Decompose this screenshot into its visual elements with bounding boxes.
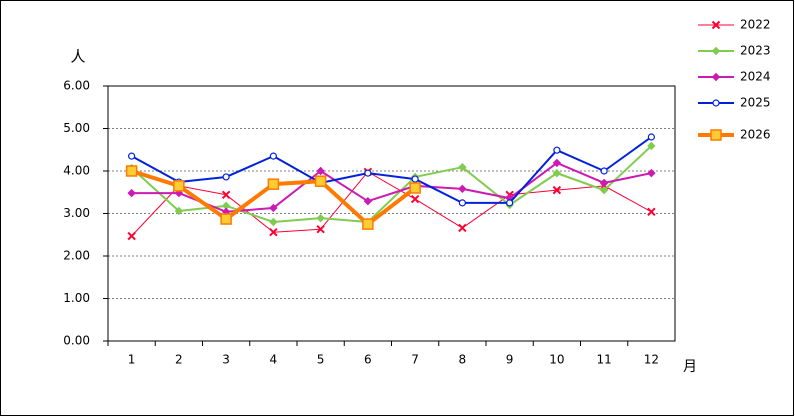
- y-tick-label: 1.00: [63, 291, 90, 305]
- data-point: [552, 168, 562, 178]
- data-point: [410, 194, 420, 204]
- legend-marker: [711, 72, 721, 82]
- x-tick-label: 7: [411, 353, 419, 367]
- data-point: [269, 227, 278, 237]
- data-point: [458, 199, 466, 207]
- data-point: [125, 165, 138, 177]
- x-tick-label: 2: [175, 353, 183, 367]
- legend-label: 2025: [740, 96, 771, 110]
- x-unit: 月: [683, 359, 697, 375]
- y-tick-label: 6.00: [63, 79, 90, 93]
- data-point: [173, 180, 185, 192]
- data-point: [647, 141, 656, 151]
- x-tick-label: 3: [222, 353, 230, 367]
- data-point: [600, 167, 608, 175]
- y-tick-label: 4.00: [63, 164, 90, 178]
- data-point: [506, 199, 514, 207]
- x-tick-label: 11: [596, 353, 611, 367]
- legend-label: 2026: [740, 128, 771, 142]
- y-tick-label: 5.00: [63, 121, 90, 135]
- data-point: [269, 217, 278, 227]
- data-point: [267, 178, 280, 190]
- data-point: [220, 213, 232, 225]
- x-tick-label: 5: [317, 353, 325, 367]
- data-point: [552, 158, 562, 168]
- y-tick-label: 3.00: [63, 206, 90, 220]
- data-point: [458, 162, 467, 172]
- data-point: [314, 175, 327, 187]
- x-tick-label: 9: [506, 353, 514, 367]
- x-tick-label: 1: [128, 353, 136, 367]
- data-point: [316, 213, 325, 223]
- data-point: [316, 225, 325, 234]
- data-point: [222, 173, 230, 181]
- series-line: [131, 171, 652, 237]
- x-tick-label: 4: [270, 353, 278, 367]
- data-point: [127, 188, 136, 198]
- y-tick-label: 2.00: [63, 249, 90, 263]
- data-point: [647, 207, 656, 217]
- data-point: [362, 218, 374, 230]
- y-unit: 人: [70, 48, 85, 66]
- data-point: [127, 231, 136, 241]
- data-point: [128, 152, 136, 160]
- legend-marker: [710, 129, 722, 141]
- data-point: [458, 223, 467, 233]
- data-point: [221, 190, 231, 200]
- x-tick-label: 8: [459, 353, 467, 367]
- data-point: [599, 185, 609, 195]
- data-point: [269, 152, 277, 160]
- data-point: [458, 184, 467, 194]
- series-line: [131, 161, 652, 213]
- data-point: [364, 169, 372, 177]
- x-tick-label: 12: [644, 353, 659, 367]
- data-point: [269, 203, 278, 213]
- data-point: [174, 206, 184, 216]
- data-point: [647, 168, 656, 178]
- legend-marker: [712, 99, 720, 107]
- legend-label: 2022: [740, 18, 771, 32]
- data-point: [553, 146, 561, 154]
- y-tick-label: 0.00: [63, 334, 90, 348]
- data-point: [599, 178, 609, 188]
- data-point: [363, 196, 373, 206]
- data-point: [552, 185, 562, 195]
- legend-marker: [711, 46, 721, 56]
- x-tick-label: 6: [364, 353, 372, 367]
- data-point: [411, 175, 419, 183]
- data-point: [316, 166, 325, 176]
- legend-label: 2024: [740, 70, 771, 84]
- data-point: [409, 182, 421, 194]
- series-line: [130, 145, 653, 223]
- data-point: [647, 133, 655, 141]
- legend-label: 2023: [740, 44, 771, 58]
- series-line: [131, 136, 652, 204]
- x-tick-label: 10: [549, 353, 564, 367]
- legend-marker: [711, 20, 721, 30]
